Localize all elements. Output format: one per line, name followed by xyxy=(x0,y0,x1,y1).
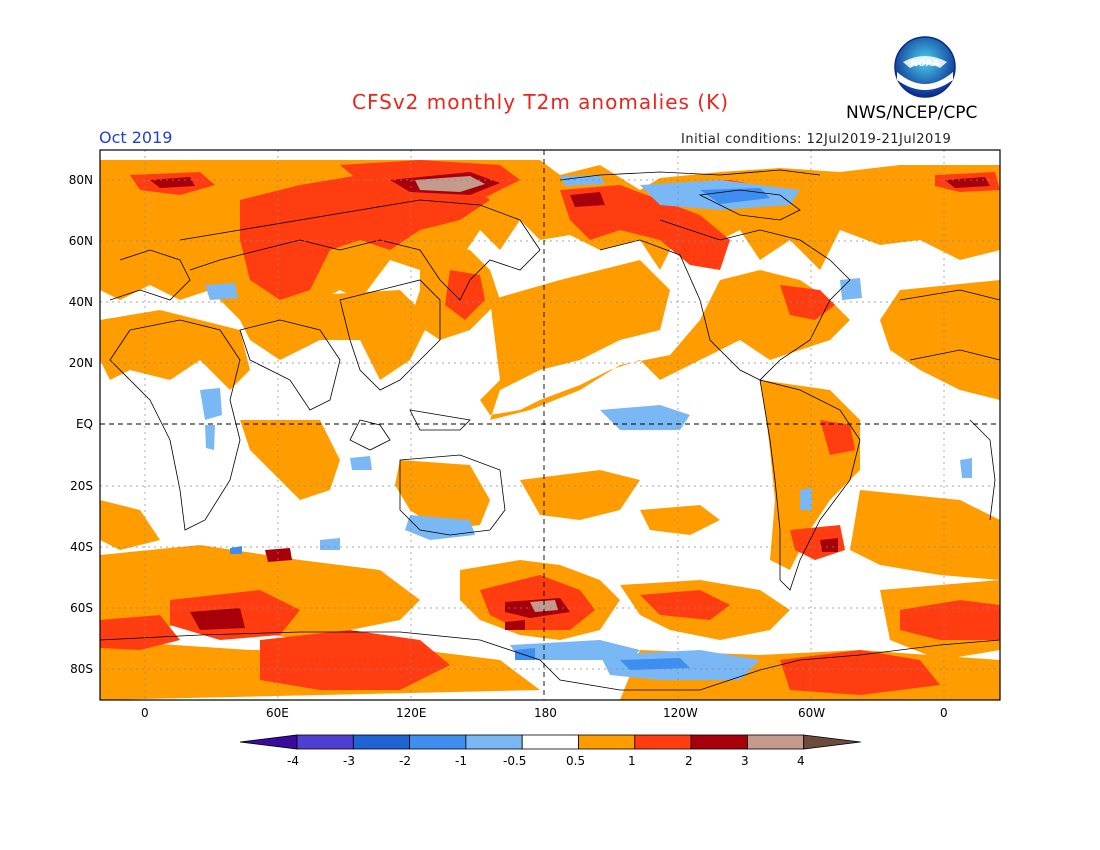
lat-label: 20S xyxy=(70,479,93,493)
colorbar-label: -4 xyxy=(287,754,299,768)
cold-anomaly-regions xyxy=(230,188,770,670)
colorbar-label: -2 xyxy=(399,754,411,768)
lat-label: EQ xyxy=(75,417,93,431)
noaa-logo-text: NOAA xyxy=(911,59,940,69)
colorbar-arrow-low xyxy=(239,734,298,750)
colorbar-swatch xyxy=(409,734,467,750)
colorbar-arrow-high xyxy=(803,734,861,750)
anomaly-field xyxy=(100,150,1000,700)
colorbar-label: -3 xyxy=(343,754,355,768)
lon-label: 60E xyxy=(266,706,289,720)
colorbar-label: -1 xyxy=(455,754,467,768)
forecast-month: Oct 2019 xyxy=(99,128,173,147)
lon-label: 120W xyxy=(663,706,698,720)
coastlines xyxy=(100,169,1000,691)
lat-label: 80N xyxy=(68,173,93,187)
colorbar xyxy=(239,734,861,750)
lat-label: 80S xyxy=(70,662,93,676)
gridlines xyxy=(100,150,1000,700)
lon-label: 180 xyxy=(534,706,557,720)
colorbar-swatch xyxy=(465,734,523,750)
colorbar-label: 4 xyxy=(797,754,805,768)
map-title: CFSv2 monthly T2m anomalies (K) xyxy=(352,90,729,114)
colorbar-swatch xyxy=(296,734,354,750)
colorbar-label: 2 xyxy=(685,754,693,768)
agency-label: NWS/NCEP/CPC xyxy=(846,103,978,123)
lat-label: 20N xyxy=(68,356,93,370)
colorbar-swatch xyxy=(521,734,579,750)
map-frame xyxy=(99,149,1001,701)
initial-conditions: Initial conditions: 12Jul2019-21Jul2019 xyxy=(681,132,952,147)
lat-label: 60S xyxy=(70,601,93,615)
colorbar-swatch xyxy=(634,734,692,750)
lon-label: 120E xyxy=(396,706,427,720)
colorbar-swatch xyxy=(747,734,805,750)
lat-label: 40N xyxy=(68,295,93,309)
lon-label: 0 xyxy=(141,706,149,720)
lat-label: 40S xyxy=(70,540,93,554)
lon-label: 60W xyxy=(798,706,826,720)
colorbar-label: 1 xyxy=(628,754,636,768)
equator-dateline xyxy=(100,150,1000,700)
colorbar-label: -0.5 xyxy=(503,754,527,768)
colorbar-swatch xyxy=(690,734,748,750)
noaa-logo: NOAA xyxy=(894,36,956,98)
lon-label: 0 xyxy=(940,706,948,720)
colorbar-label: 0.5 xyxy=(566,754,586,768)
colorbar-label: 3 xyxy=(741,754,749,768)
colorbar-swatch xyxy=(352,734,410,750)
colorbar-swatch xyxy=(578,734,636,750)
lat-label: 60N xyxy=(68,234,93,248)
